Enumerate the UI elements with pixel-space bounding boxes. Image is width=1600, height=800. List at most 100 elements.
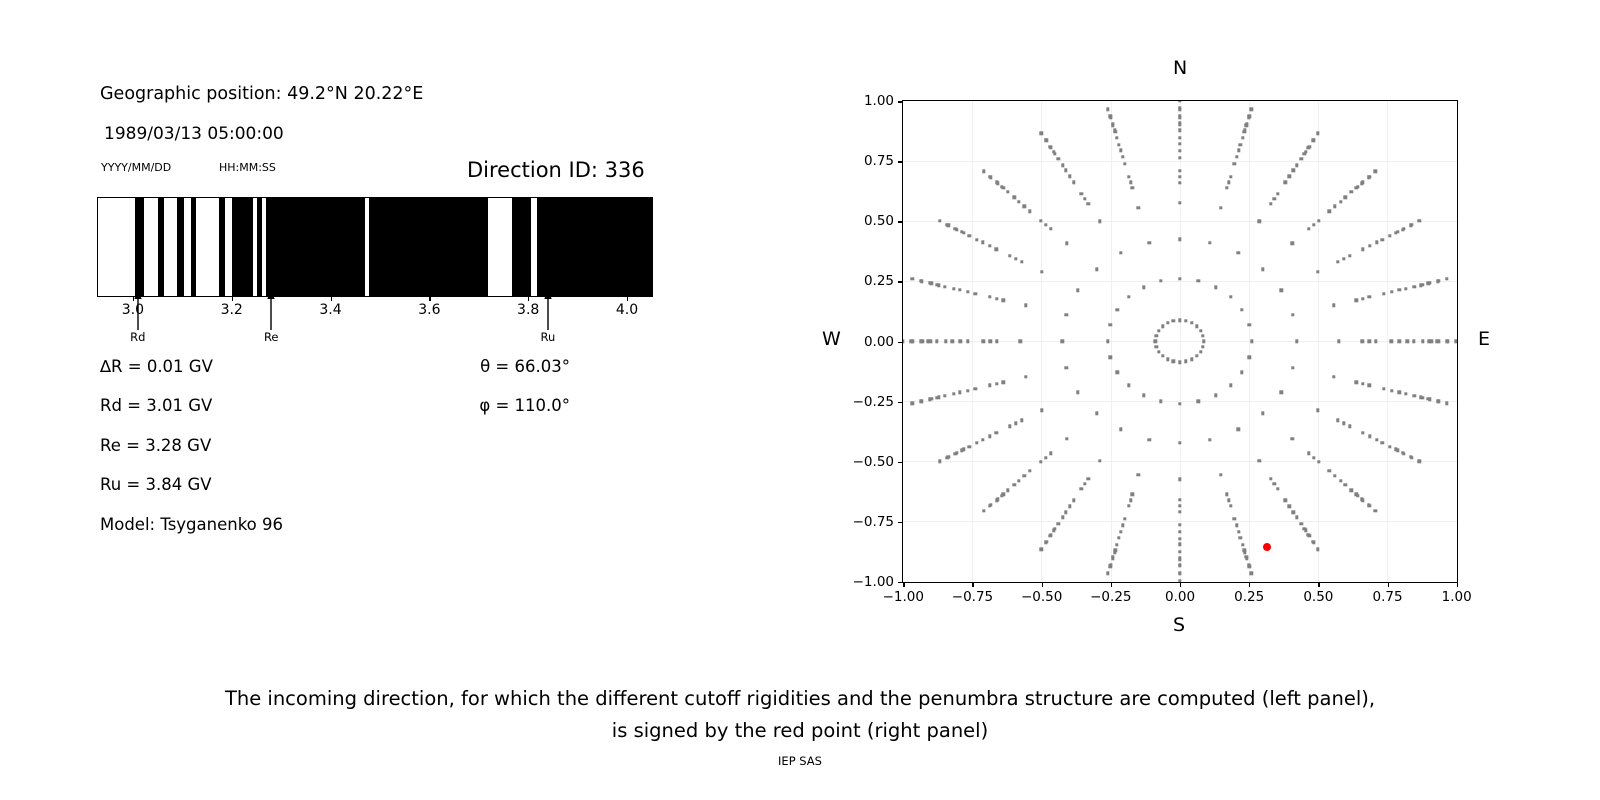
sky-map-direction-point — [989, 503, 993, 507]
sky-map-direction-point — [1213, 393, 1218, 397]
sky-map-direction-point — [1361, 382, 1365, 386]
sky-map-x-tick-label: −0.25 — [1090, 589, 1132, 605]
parameter-value: Ru = 3.84 GV — [100, 475, 212, 495]
sky-map-direction-point — [1022, 204, 1027, 209]
sky-map-direction-point — [1086, 202, 1091, 206]
sky-map-direction-point — [1388, 234, 1392, 238]
sky-map-direction-point — [1287, 504, 1292, 508]
sky-map-x-tick-label: 0.00 — [1164, 589, 1196, 605]
penumbra-forbidden-band — [219, 198, 225, 296]
sky-map-direction-point — [1177, 174, 1182, 179]
sky-map-direction-point — [1098, 219, 1102, 224]
sky-map-direction-point — [1311, 540, 1315, 544]
sky-map-direction-point — [1367, 295, 1372, 299]
sky-map-direction-point — [1238, 535, 1242, 540]
sky-map-direction-point — [1315, 408, 1320, 413]
sky-map-direction-point — [1064, 313, 1069, 317]
sky-map-direction-point — [1249, 107, 1254, 111]
sky-map-direction-point — [1198, 328, 1203, 333]
sky-map-direction-point — [982, 509, 986, 513]
sky-map-direction-point — [1195, 324, 1199, 329]
sky-map-direction-point — [1177, 537, 1182, 541]
sky-map-direction-point — [982, 169, 986, 174]
sky-map-direction-point — [1240, 135, 1245, 140]
sky-map-direction-point — [1117, 143, 1121, 147]
sky-map-direction-point — [1342, 257, 1346, 261]
sky-map-direction-point — [1397, 339, 1401, 343]
sky-map-direction-point — [1234, 523, 1239, 527]
sky-map-direction-point — [1257, 459, 1262, 463]
sky-map-direction-point — [1171, 359, 1176, 364]
sky-map-direction-point — [1201, 334, 1205, 338]
sky-map-direction-point — [1028, 209, 1032, 214]
sky-map-direction-point — [1240, 308, 1244, 312]
sky-map-direction-point — [1389, 339, 1393, 343]
sky-map-direction-point — [1375, 240, 1379, 245]
sky-map-direction-point — [996, 181, 1000, 185]
sky-map-direction-point — [934, 282, 939, 287]
sky-map-direction-point — [1157, 328, 1161, 333]
sky-map-direction-point — [1208, 437, 1212, 442]
sky-map-direction-point — [1343, 483, 1347, 487]
sky-map-direction-point — [1400, 451, 1405, 455]
sky-map-direction-point — [1130, 186, 1135, 190]
sky-map-y-tick — [898, 101, 903, 103]
sky-map-direction-point — [1359, 497, 1364, 501]
sky-map-direction-point — [1327, 469, 1332, 473]
sky-map-direction-point — [1429, 339, 1434, 343]
sky-map-direction-point — [1177, 120, 1182, 125]
sky-map-direction-point — [910, 339, 915, 343]
sky-map-direction-point — [987, 244, 992, 248]
sky-map-direction-point — [1390, 388, 1394, 393]
sky-map-y-tick-label: −0.25 — [852, 393, 894, 410]
sky-map-direction-point — [1225, 186, 1229, 190]
sky-map-direction-point — [1336, 260, 1340, 264]
sky-map-x-tick-label: 0.75 — [1372, 589, 1403, 605]
sky-map-direction-point — [1272, 481, 1277, 486]
sky-map-direction-point — [1068, 174, 1072, 178]
sky-map-direction-point — [1177, 277, 1182, 281]
sky-map-direction-point — [1361, 431, 1365, 435]
sky-map-direction-point — [1177, 128, 1182, 133]
sky-map-direction-point — [1295, 163, 1299, 167]
sky-map-direction-point — [988, 383, 992, 388]
left-panel: Geographic position: 49.2°N 20.22°E 1989… — [0, 0, 800, 680]
sky-map-direction-point — [1359, 181, 1364, 185]
sky-map-direction-point — [1338, 199, 1343, 204]
sky-map-direction-point — [1136, 205, 1141, 210]
sky-map-direction-point — [1039, 460, 1043, 464]
sky-map-y-tick — [898, 581, 903, 583]
sky-map-direction-point — [1177, 116, 1182, 120]
sky-map-direction-point — [1236, 148, 1241, 153]
sky-map-direction-point — [1177, 579, 1182, 582]
sky-map-x-tick — [1110, 581, 1113, 587]
sky-map-direction-point — [981, 339, 985, 343]
sky-map-x-tick-label: −0.75 — [951, 589, 994, 605]
sky-map-direction-point — [1348, 254, 1352, 258]
sky-map-direction-point — [1177, 530, 1182, 534]
angle-parameter-value: φ = 110.0° — [479, 396, 570, 416]
sky-map-direction-point — [1153, 339, 1158, 343]
sky-map-direction-point — [1336, 418, 1340, 423]
sky-map-direction-point — [1312, 455, 1316, 460]
sky-map-y-tick — [898, 461, 903, 463]
sky-map-direction-point — [1316, 218, 1321, 223]
sky-map-direction-point — [1177, 136, 1182, 140]
sky-map-direction-point — [1007, 424, 1012, 429]
sky-map-direction-point — [1227, 180, 1231, 184]
sky-map-direction-point — [1159, 399, 1163, 404]
sky-map-frame — [902, 100, 1458, 583]
sky-map-direction-point — [1302, 151, 1307, 156]
sky-map-direction-point — [1039, 547, 1044, 551]
sky-map-direction-point — [1342, 421, 1346, 426]
sky-map-direction-point — [1367, 383, 1372, 388]
sky-map-direction-point — [936, 283, 941, 287]
sky-map-direction-point — [1208, 241, 1212, 245]
compass-label-bottom: S — [1173, 614, 1186, 636]
penumbra-forbidden-band — [135, 198, 144, 296]
sky-map-direction-point — [1177, 509, 1182, 514]
sky-map-direction-point — [938, 459, 942, 463]
sky-map-direction-point — [1064, 365, 1069, 370]
sky-map-gridline-horizontal — [903, 341, 1457, 343]
sky-map-direction-point — [1306, 146, 1311, 150]
